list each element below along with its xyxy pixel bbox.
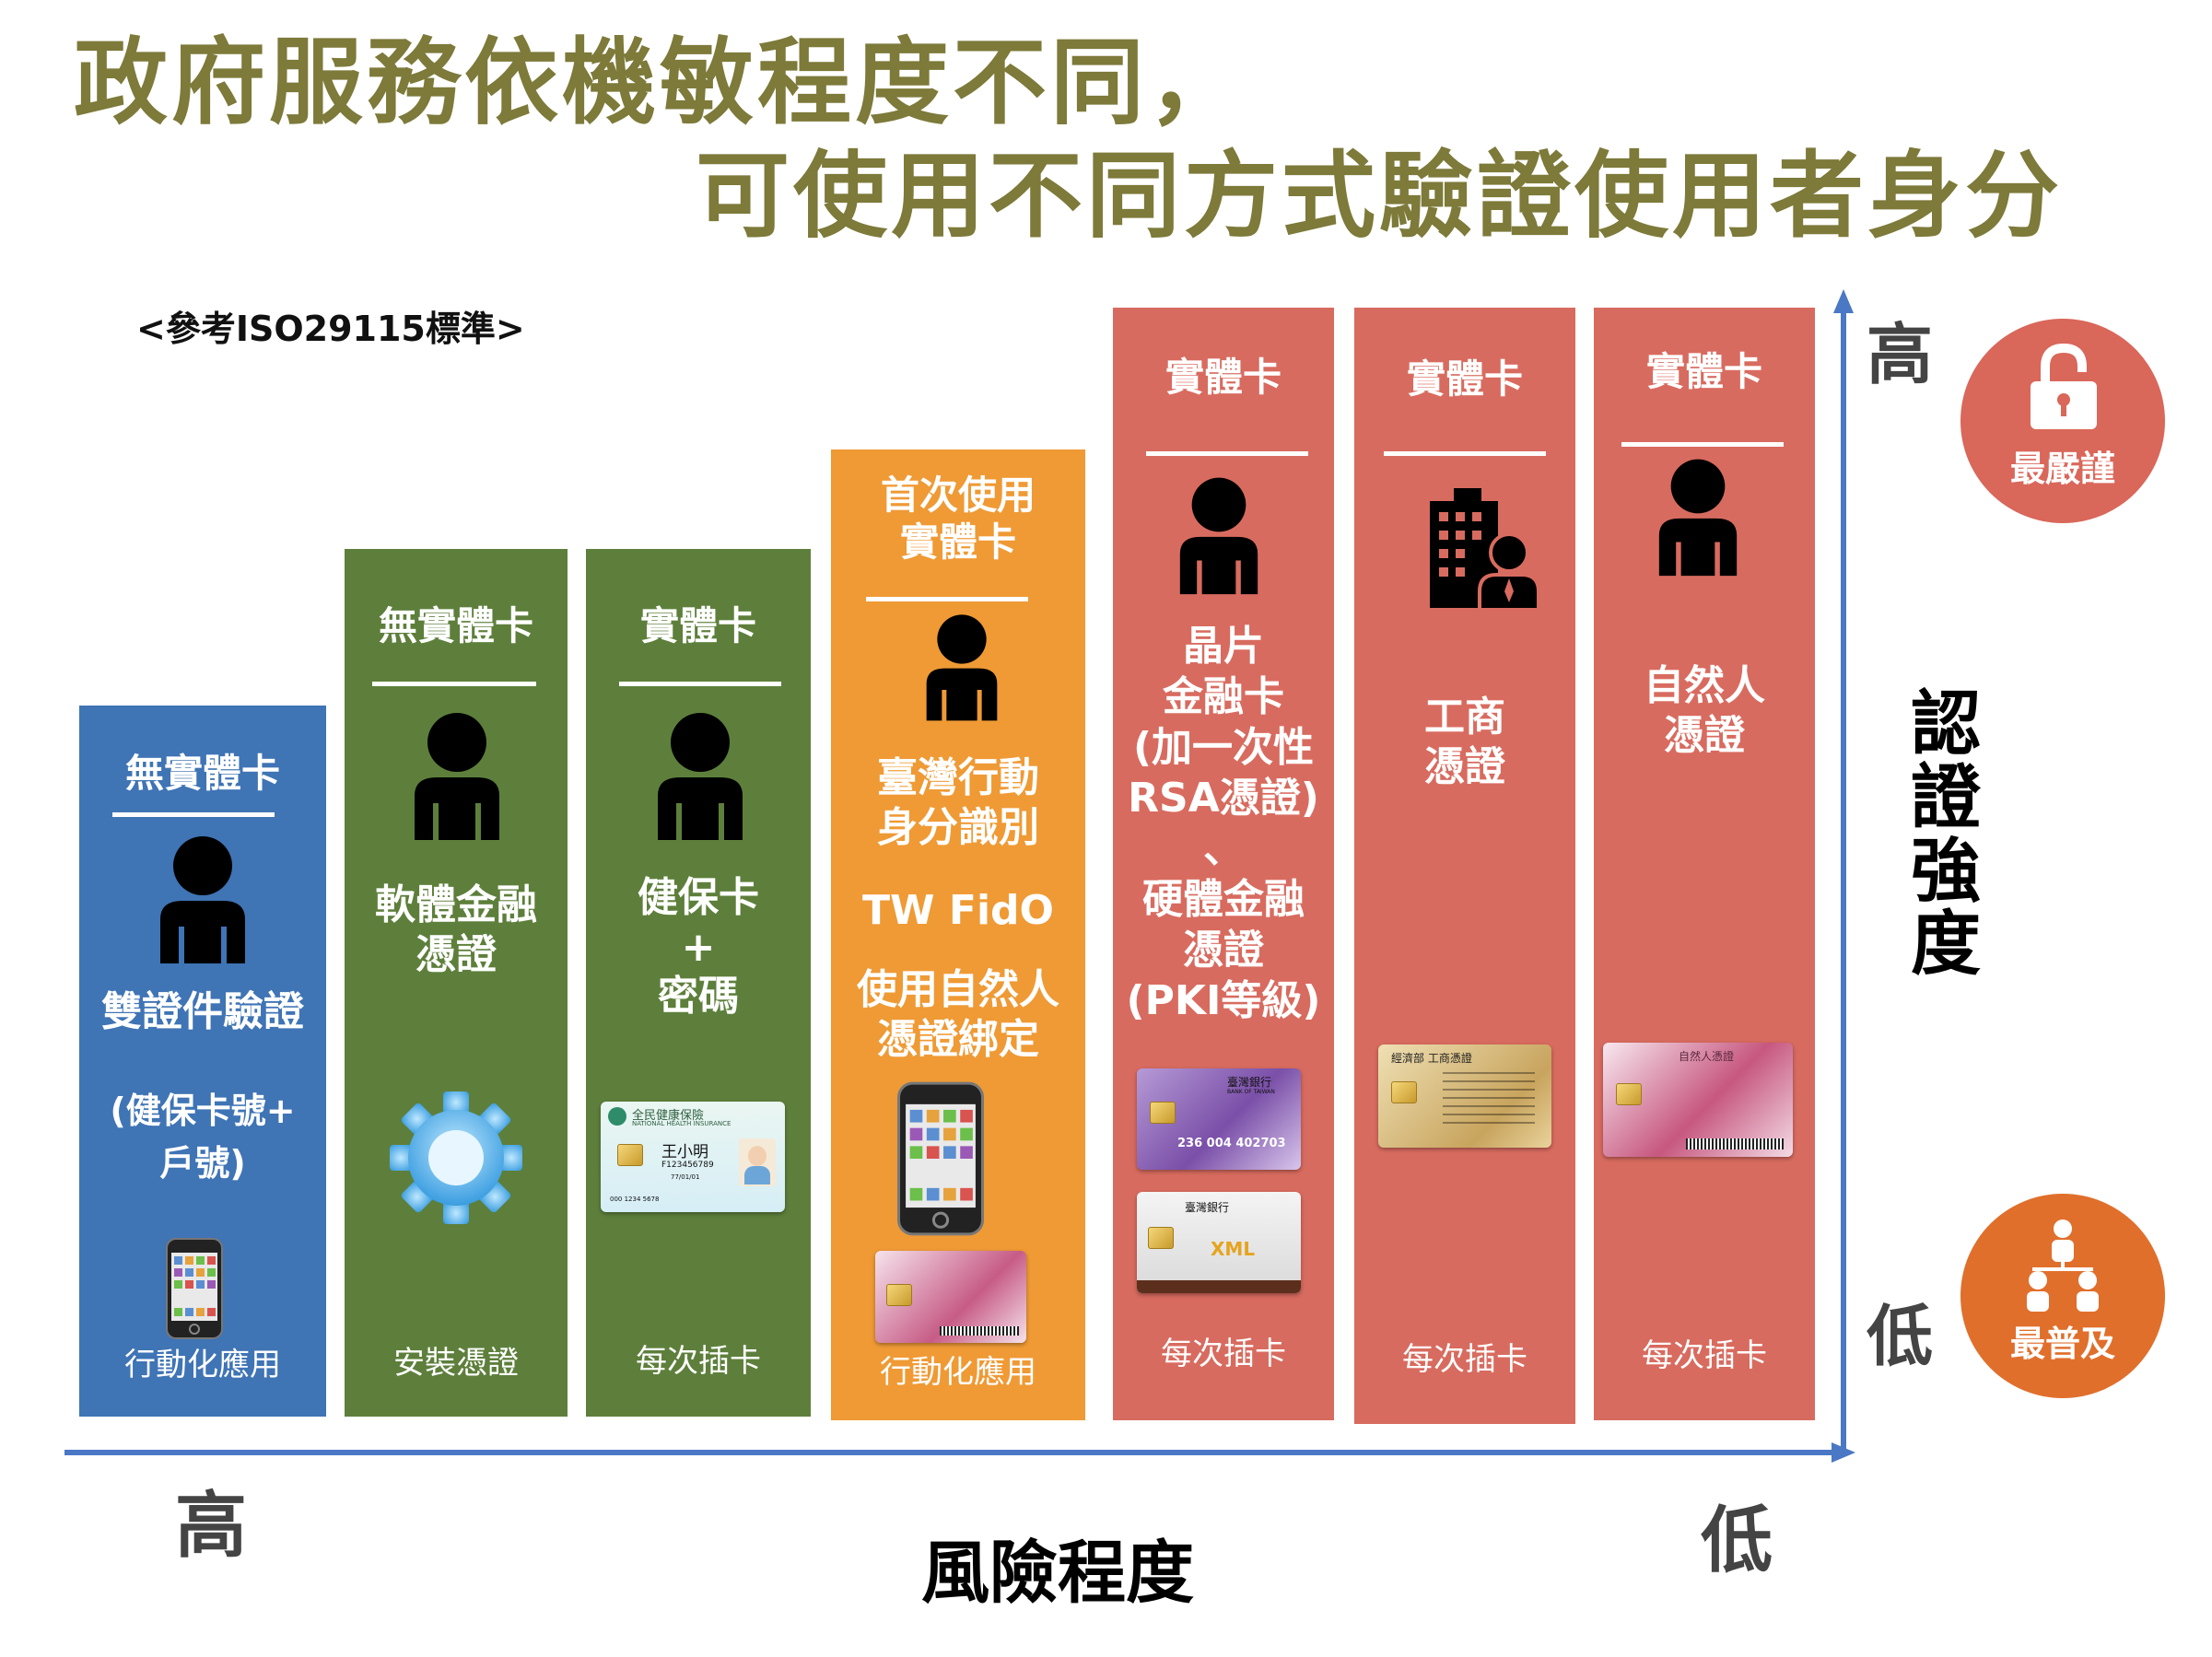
person-icon bbox=[415, 713, 499, 840]
person-icon bbox=[658, 713, 743, 840]
bank-chip-card: 臺灣銀行 BANK OF TAIWAN 236 004 402703 bbox=[1137, 1068, 1301, 1170]
column-header: 無實體卡 bbox=[124, 751, 280, 796]
gear-icon bbox=[390, 1091, 522, 1224]
badge-label: 最普及 bbox=[2009, 1324, 2115, 1364]
card-barcode bbox=[1686, 1138, 1784, 1149]
card-id: F123456789 bbox=[661, 1161, 714, 1170]
column-chip-financial-card: 實體卡 晶片 金融卡 (加一次性 RSA憑證) 、 硬體金融 憑證 (PKI等級… bbox=[1113, 308, 1334, 1420]
smartphone-icon bbox=[166, 1238, 223, 1339]
card-chip bbox=[1150, 1102, 1176, 1124]
usage-footer: 每次插卡 bbox=[1642, 1337, 1767, 1374]
method-label: 臺灣行動 身分識別 bbox=[877, 754, 1039, 851]
header-divider bbox=[372, 682, 536, 686]
usage-footer: 安裝憑證 bbox=[393, 1345, 519, 1382]
header-divider bbox=[1146, 451, 1308, 456]
card-chip bbox=[886, 1284, 912, 1306]
title-line-1: 政府服務依機敏程度不同， bbox=[74, 29, 1246, 138]
person-icon bbox=[926, 614, 998, 721]
column-dual-id: 無實體卡 雙證件驗證 (健保卡號+ 戶號) 行動化應用 bbox=[79, 706, 326, 1417]
card-chip bbox=[1616, 1083, 1642, 1105]
method-label: 自然人 憑證 bbox=[1644, 662, 1765, 759]
column-software-certificate: 無實體卡 軟體金融 憑證 安裝憑證 bbox=[345, 549, 568, 1417]
card-org-en: NATIONAL HEALTH INSURANCE bbox=[632, 1120, 731, 1127]
people-group-icon bbox=[2027, 1219, 2099, 1312]
smartphone-icon bbox=[897, 1081, 984, 1236]
method-name: TW FidO bbox=[862, 887, 1054, 934]
method-label: 軟體金融 憑證 bbox=[375, 881, 537, 978]
card-text-lines bbox=[1443, 1072, 1535, 1124]
card-chip bbox=[617, 1144, 643, 1166]
card-bank-en: BANK OF TAIWAN bbox=[1227, 1089, 1275, 1095]
column-header: 首次使用 實體卡 bbox=[880, 473, 1036, 566]
header-divider bbox=[1621, 442, 1784, 447]
usage-footer: 每次插卡 bbox=[636, 1343, 761, 1380]
column-tw-fido: 首次使用 實體卡 臺灣行動 身分識別 TW FidO 使用自然人 憑證綁定 行動… bbox=[831, 449, 1085, 1420]
card-chip bbox=[1148, 1227, 1174, 1249]
business-certificate-card: 經濟部 工商憑證 bbox=[1378, 1044, 1551, 1148]
title-line-2: 可使用不同方式驗證使用者身分 bbox=[696, 142, 2063, 251]
y-axis-top-label: 高 bbox=[1867, 316, 1934, 393]
x-axis-left-label: 高 bbox=[175, 1485, 248, 1568]
card-photo bbox=[739, 1138, 776, 1186]
card-number: 000 1234 5678 bbox=[610, 1196, 660, 1203]
header-divider bbox=[619, 682, 781, 686]
x-axis-arrow bbox=[64, 1442, 1855, 1463]
card-number: 236 004 402703 bbox=[1177, 1137, 1286, 1150]
column-business-certificate: 實體卡 工商 憑證 經濟部 工商憑證 每次插卡 bbox=[1354, 308, 1575, 1424]
card-org: 全民健康保險 bbox=[632, 1109, 705, 1123]
person-icon bbox=[160, 836, 245, 963]
usage-footer: 行動化應用 bbox=[880, 1354, 1036, 1391]
column-header: 實體卡 bbox=[639, 603, 756, 648]
header-divider bbox=[1384, 451, 1546, 456]
card-barcode bbox=[940, 1326, 1019, 1336]
badge-label: 最嚴謹 bbox=[2009, 449, 2115, 489]
card-chip bbox=[1391, 1081, 1417, 1103]
method-label: 雙證件驗證 bbox=[101, 988, 304, 1035]
method-label: 工商 憑證 bbox=[1424, 694, 1505, 790]
reference-note: <參考ISO29115標準> bbox=[136, 309, 525, 349]
card-logo-icon bbox=[608, 1107, 626, 1126]
card-issuer: 經濟部 工商憑證 bbox=[1391, 1052, 1472, 1065]
column-header: 實體卡 bbox=[1645, 349, 1762, 394]
y-axis-title: 認 證 強 度 bbox=[1911, 683, 1981, 986]
person-icon bbox=[1658, 459, 1738, 577]
x-axis-right-label: 低 bbox=[1701, 1499, 1773, 1582]
citizen-certificate-card: 自然人憑證 bbox=[1603, 1043, 1793, 1157]
y-axis-arrow bbox=[1833, 289, 1854, 1453]
office-building-person-icon bbox=[1430, 488, 1540, 610]
usage-footer: 行動化應用 bbox=[124, 1347, 281, 1383]
health-insurance-card: 全民健康保險 NATIONAL HEALTH INSURANCE 王小明 F12… bbox=[601, 1102, 785, 1212]
header-divider bbox=[112, 812, 275, 817]
citizen-certificate-card bbox=[875, 1251, 1026, 1343]
method-label: 健保卡 + 密碼 bbox=[638, 874, 759, 1021]
column-health-card: 實體卡 健保卡 + 密碼 全民健康保險 NATIONAL HEALTH INSU… bbox=[586, 549, 811, 1417]
padlock-icon bbox=[2031, 343, 2097, 429]
card-name: 王小明 bbox=[661, 1143, 708, 1161]
card-bank: 臺灣銀行 bbox=[1227, 1076, 1272, 1089]
card-bank: 臺灣銀行 bbox=[1185, 1201, 1230, 1214]
method-detail: (健保卡號+ 戶號) bbox=[110, 1091, 296, 1184]
card-issuer: 自然人憑證 bbox=[1679, 1050, 1735, 1063]
card-xml-mark: XML bbox=[1211, 1238, 1256, 1260]
column-header: 實體卡 bbox=[1406, 356, 1523, 402]
binding-method: 使用自然人 憑證綁定 bbox=[857, 966, 1059, 1063]
strictest-badge: 最嚴謹 bbox=[1960, 319, 2165, 523]
x-axis-title: 風險程度 bbox=[921, 1534, 1194, 1613]
header-divider bbox=[866, 597, 1028, 601]
usage-footer: 每次插卡 bbox=[1161, 1336, 1286, 1372]
hardware-certificate-card: 臺灣銀行 XML bbox=[1137, 1192, 1301, 1293]
most-common-badge: 最普及 bbox=[1960, 1194, 2165, 1398]
card-date: 77/01/01 bbox=[671, 1173, 700, 1181]
y-axis-bottom-label: 低 bbox=[1867, 1298, 1934, 1375]
method-label: 晶片 金融卡 (加一次性 RSA憑證) 、 硬體金融 憑證 (PKI等級) bbox=[1126, 623, 1321, 1024]
usage-footer: 每次插卡 bbox=[1402, 1341, 1527, 1378]
column-header: 無實體卡 bbox=[378, 603, 533, 648]
card-footer-strip bbox=[1137, 1280, 1301, 1293]
column-header: 實體卡 bbox=[1165, 355, 1282, 400]
person-icon bbox=[1179, 477, 1258, 595]
column-citizen-certificate: 實體卡 自然人 憑證 自然人憑證 每次插卡 bbox=[1594, 308, 1815, 1420]
